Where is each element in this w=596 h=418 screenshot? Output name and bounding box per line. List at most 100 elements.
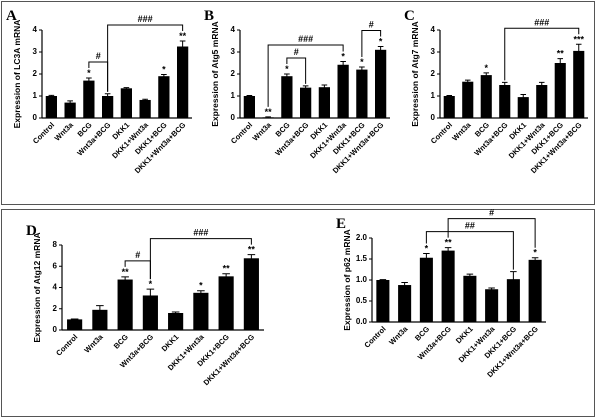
significance-star: *** [573, 34, 584, 44]
significance-star: * [484, 63, 488, 73]
error-bar [265, 116, 271, 118]
error-bar [423, 253, 430, 262]
error-bar [359, 66, 365, 73]
error-bar [340, 60, 346, 69]
comparison-label: # [294, 47, 299, 57]
y-axis-label: Expression of p62 mRNA [342, 229, 352, 331]
error-bar [246, 95, 253, 97]
significance-star: * [149, 279, 153, 289]
error-bar [302, 85, 309, 90]
bar [463, 275, 477, 322]
y-tick-label: 2 [231, 69, 236, 78]
error-bar [483, 72, 490, 78]
error-bar [197, 290, 205, 295]
x-tick-label: Wnt3a [251, 120, 274, 143]
y-axis-label: Expression of Atg5 mRNA [210, 21, 220, 126]
x-tick-label: Control [229, 120, 254, 145]
significance-star: * [87, 68, 91, 78]
error-bar [510, 271, 517, 287]
error-bar [86, 77, 92, 84]
error-bar [247, 254, 256, 262]
y-tick-label: 0 [231, 113, 236, 122]
significance-star: ** [248, 245, 256, 255]
x-tick-label: Wnt3a [450, 120, 473, 143]
bar [45, 96, 57, 118]
bar [120, 88, 132, 118]
x-tick-label: BCG [413, 324, 431, 342]
x-tick-label: Wnt3a [387, 324, 410, 347]
y-tick-label: 4 [53, 283, 58, 292]
bar [243, 258, 259, 330]
y-axis-label: Expression of LC3A mRNA [12, 20, 22, 129]
comparison-label: ### [138, 14, 153, 24]
y-tick-label: 8 [53, 240, 58, 249]
error-bar [123, 87, 130, 89]
significance-star: * [360, 57, 364, 67]
bottom-frame [1, 209, 595, 417]
x-tick-label: Control [429, 120, 454, 145]
y-tick-label: 3 [33, 47, 38, 56]
bar [281, 76, 293, 118]
significance-star: ** [557, 49, 565, 59]
error-bar [161, 73, 167, 78]
y-tick-label: 4 [431, 25, 436, 34]
error-bar [146, 288, 155, 302]
bar [158, 76, 170, 118]
significance-star: * [379, 37, 383, 47]
bar [218, 276, 234, 330]
significance-star: * [341, 51, 345, 61]
error-bar [70, 318, 79, 320]
x-tick-label: Wnt3a [82, 332, 105, 355]
bar [443, 96, 455, 118]
error-bar [464, 79, 471, 84]
y-tick-label: 6 [53, 261, 58, 270]
bar [117, 279, 133, 330]
error-bar [377, 46, 384, 54]
error-bar [284, 73, 290, 79]
comparison-label: # [135, 250, 140, 260]
comparison-label: # [369, 20, 374, 30]
y-tick-label: 2 [33, 69, 38, 78]
bar [300, 87, 312, 118]
y-tick-label: 0 [33, 113, 38, 122]
bar [193, 292, 209, 330]
error-bar [142, 98, 148, 101]
y-tick-label: 0.0 [356, 317, 368, 326]
comparison-bracket [504, 27, 580, 81]
y-tick-label: 3 [231, 47, 236, 56]
comparison-bracket [124, 260, 151, 280]
panel-letter: C [404, 8, 415, 24]
y-tick-label: 2 [431, 69, 436, 78]
y-tick-label: 1.0 [356, 275, 368, 284]
significance-star: ** [265, 107, 273, 117]
comparison-bracket [267, 44, 344, 107]
x-tick-label: Control [54, 332, 79, 357]
bar [528, 259, 542, 322]
panel-letter: D [26, 223, 37, 239]
y-tick-label: 4 [231, 25, 236, 34]
bar [356, 69, 368, 118]
error-bar [444, 247, 452, 254]
x-tick-label: BCG [112, 332, 130, 350]
bar [139, 99, 151, 118]
bar [102, 96, 114, 118]
y-tick-label: 0 [431, 113, 436, 122]
bar [376, 280, 390, 322]
y-axis-label: Expression of Atg12 mRNA [32, 232, 42, 342]
x-tick-label: Control [31, 120, 56, 145]
top-frame [1, 1, 595, 205]
error-bar [67, 100, 73, 105]
significance-star: * [425, 244, 429, 254]
panel-letter: A [6, 8, 17, 24]
bar [398, 285, 412, 322]
bar [506, 279, 520, 322]
error-bar [104, 93, 111, 99]
bar [536, 85, 548, 118]
error-bar [501, 81, 508, 88]
error-bar [379, 279, 387, 281]
y-tick-label: 3 [431, 47, 436, 56]
error-bar [466, 273, 474, 278]
y-tick-label: 2.0 [356, 233, 368, 242]
y-tick-label: 0 [53, 325, 58, 334]
